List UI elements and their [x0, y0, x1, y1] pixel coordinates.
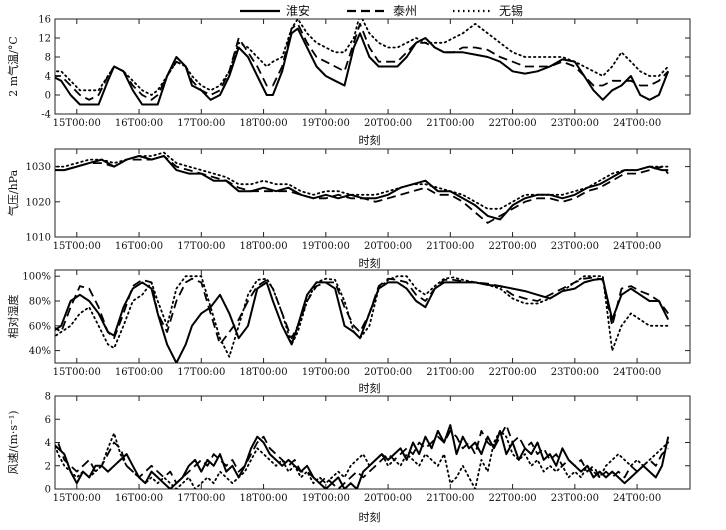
- x-tick-label: 17T00:00: [177, 493, 225, 504]
- x-tick-label: 20T00:00: [364, 241, 412, 252]
- x-tick-label: 23T00:00: [551, 118, 599, 129]
- y-tick-label: 2: [45, 461, 51, 472]
- x-tick-label: 24T00:00: [613, 367, 661, 378]
- x-tick-label: 21T00:00: [426, 493, 474, 504]
- y-tick-label: 100%: [22, 272, 51, 283]
- legend: 淮安 泰州 无锡: [240, 3, 523, 18]
- series-line-淮安: [55, 277, 670, 363]
- series-line-无锡: [55, 151, 670, 210]
- x-tick-label: 19T00:00: [302, 367, 350, 378]
- x-tick-label: 23T00:00: [551, 493, 599, 504]
- series-line-泰州: [55, 22, 669, 101]
- x-tick-label: 22T00:00: [488, 367, 536, 378]
- y-tick-label: 40%: [29, 346, 51, 357]
- x-tick-label: 16T00:00: [115, 493, 163, 504]
- series-line-淮安: [55, 155, 669, 221]
- plot-frame: [54, 148, 691, 238]
- x-axis-label: 时刻: [359, 133, 381, 147]
- x-tick-label: 22T00:00: [488, 493, 536, 504]
- x-tick-label: 15T00:00: [53, 118, 101, 129]
- legend-item-0: 淮安: [240, 3, 310, 18]
- x-tick-label: 21T00:00: [426, 367, 474, 378]
- series-line-泰州: [55, 424, 669, 489]
- x-tick-label: 15T00:00: [53, 367, 101, 378]
- x-tick-label: 19T00:00: [302, 493, 350, 504]
- x-tick-label: 19T00:00: [302, 241, 350, 252]
- x-tick-label: 22T00:00: [488, 118, 536, 129]
- y-tick-label: 1010: [26, 233, 51, 244]
- panel-pressure: 1010 1020 1030 15T00:00 16T00:00 17T00:00 18T0…: [6, 148, 691, 270]
- y-tick-label: 0: [45, 91, 51, 102]
- panel-humidity: 40% 60% 80% 100% 15T00:00 16T00:00 17T00:00 18T…: [6, 269, 691, 395]
- panel-temperature: -4 0 4 8 12 16 15T00:00 16T00:00 17T00:00 18T00:0…: [6, 15, 691, 147]
- y-tick-label: 8: [45, 53, 51, 64]
- x-tick-label: 24T00:00: [613, 493, 661, 504]
- x-tick-label: 16T00:00: [115, 367, 163, 378]
- x-tick-label: 20T00:00: [364, 367, 412, 378]
- y-tick-label: 60%: [29, 321, 51, 332]
- x-tick-label: 21T00:00: [426, 241, 474, 252]
- y-axis-label: 风速/(m·s⁻¹): [7, 410, 20, 474]
- x-tick-label: 23T00:00: [551, 241, 599, 252]
- y-axis-label: 2 m气温/°C: [6, 36, 20, 97]
- legend-label-0: 淮安: [286, 3, 310, 18]
- y-tick-label: 12: [38, 34, 51, 45]
- plot-frame: [54, 269, 691, 364]
- y-tick-label: 16: [38, 15, 51, 26]
- x-tick-label: 18T00:00: [239, 367, 287, 378]
- x-tick-label: 20T00:00: [364, 493, 412, 504]
- x-tick-label: 24T00:00: [613, 241, 661, 252]
- x-tick-label: 17T00:00: [177, 367, 225, 378]
- series-line-无锡: [55, 275, 670, 358]
- y-tick-label: 0: [45, 485, 51, 496]
- x-tick-label: 24T00:00: [613, 118, 661, 129]
- series-line-淮安: [55, 27, 670, 106]
- legend-item-1: 泰州: [347, 4, 417, 18]
- x-tick-label: 17T00:00: [177, 241, 225, 252]
- x-tick-label: 16T00:00: [115, 241, 163, 252]
- legend-item-2: 无锡: [453, 3, 523, 18]
- y-axis-label: 气压/hPa: [6, 169, 20, 216]
- x-tick-label: 20T00:00: [364, 118, 412, 129]
- y-tick-label: 4: [45, 438, 51, 449]
- panel-wind: 0 2 4 6 8 15T00:00 16T00:00 17T00:00 18T00:00 19T…: [7, 392, 691, 524]
- y-tick-label: 8: [45, 392, 51, 403]
- x-tick-label: 16T00:00: [115, 118, 163, 129]
- y-tick-label: -4: [41, 110, 51, 121]
- x-tick-label: 18T00:00: [239, 493, 287, 504]
- x-tick-label: 18T00:00: [239, 118, 287, 129]
- legend-label-1: 泰州: [393, 4, 417, 18]
- x-tick-label: 17T00:00: [177, 118, 225, 129]
- x-tick-label: 15T00:00: [53, 241, 101, 252]
- y-tick-label: 1020: [26, 197, 51, 208]
- series-line-无锡: [55, 430, 670, 489]
- series-line-无锡: [55, 19, 670, 96]
- y-tick-label: 4: [45, 72, 51, 83]
- y-tick-label: 6: [45, 415, 51, 426]
- legend-label-2: 无锡: [499, 3, 523, 18]
- series-line-淮安: [55, 424, 670, 489]
- series-line-泰州: [55, 276, 669, 346]
- x-tick-label: 18T00:00: [239, 241, 287, 252]
- panels: -4 0 4 8 12 16 15T00:00 16T00:00 17T00:00 18T00:0…: [6, 15, 691, 524]
- series-line-泰州: [55, 155, 669, 224]
- y-tick-label: 1030: [26, 162, 51, 173]
- x-axis-label: 时刻: [359, 256, 381, 270]
- x-tick-label: 19T00:00: [302, 118, 350, 129]
- y-axis-label: 相对湿度: [6, 295, 20, 339]
- x-axis-label: 时刻: [359, 510, 381, 524]
- x-tick-label: 22T00:00: [488, 241, 536, 252]
- x-axis-label: 时刻: [359, 381, 381, 395]
- y-tick-label: 80%: [29, 297, 51, 308]
- x-tick-label: 15T00:00: [53, 493, 101, 504]
- plot-frame: [54, 18, 691, 115]
- x-tick-label: 21T00:00: [426, 118, 474, 129]
- x-tick-label: 23T00:00: [551, 367, 599, 378]
